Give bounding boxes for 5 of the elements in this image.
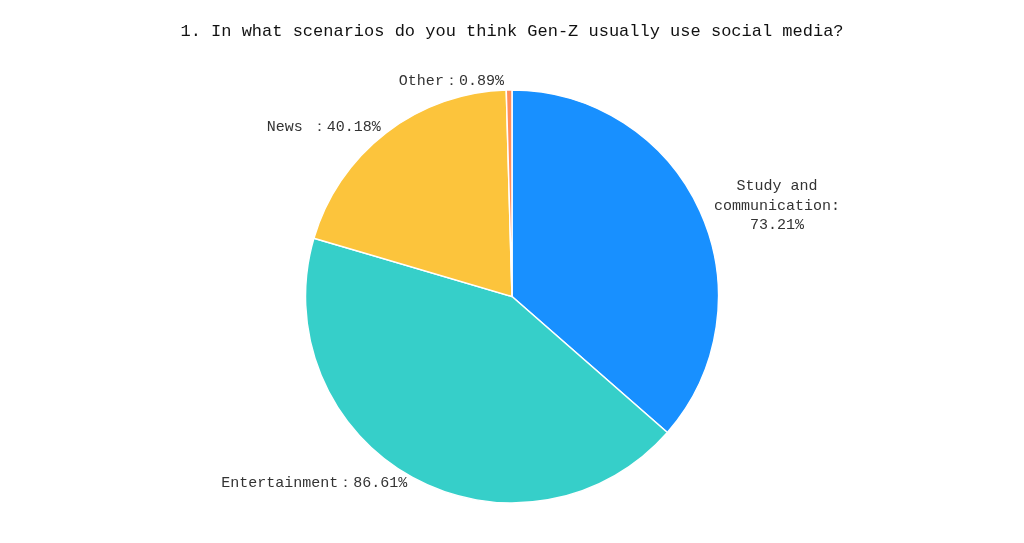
slice-label: Study and communication: 73.21% (714, 178, 841, 235)
slice-label: Other：0.89% (398, 73, 505, 91)
slice-label: News ：40.18% (266, 119, 382, 137)
chart-title: 1. In what scenarios do you think Gen-Z usually use social media? (180, 22, 844, 42)
slice-label: Entertainment：86.61% (221, 475, 409, 493)
